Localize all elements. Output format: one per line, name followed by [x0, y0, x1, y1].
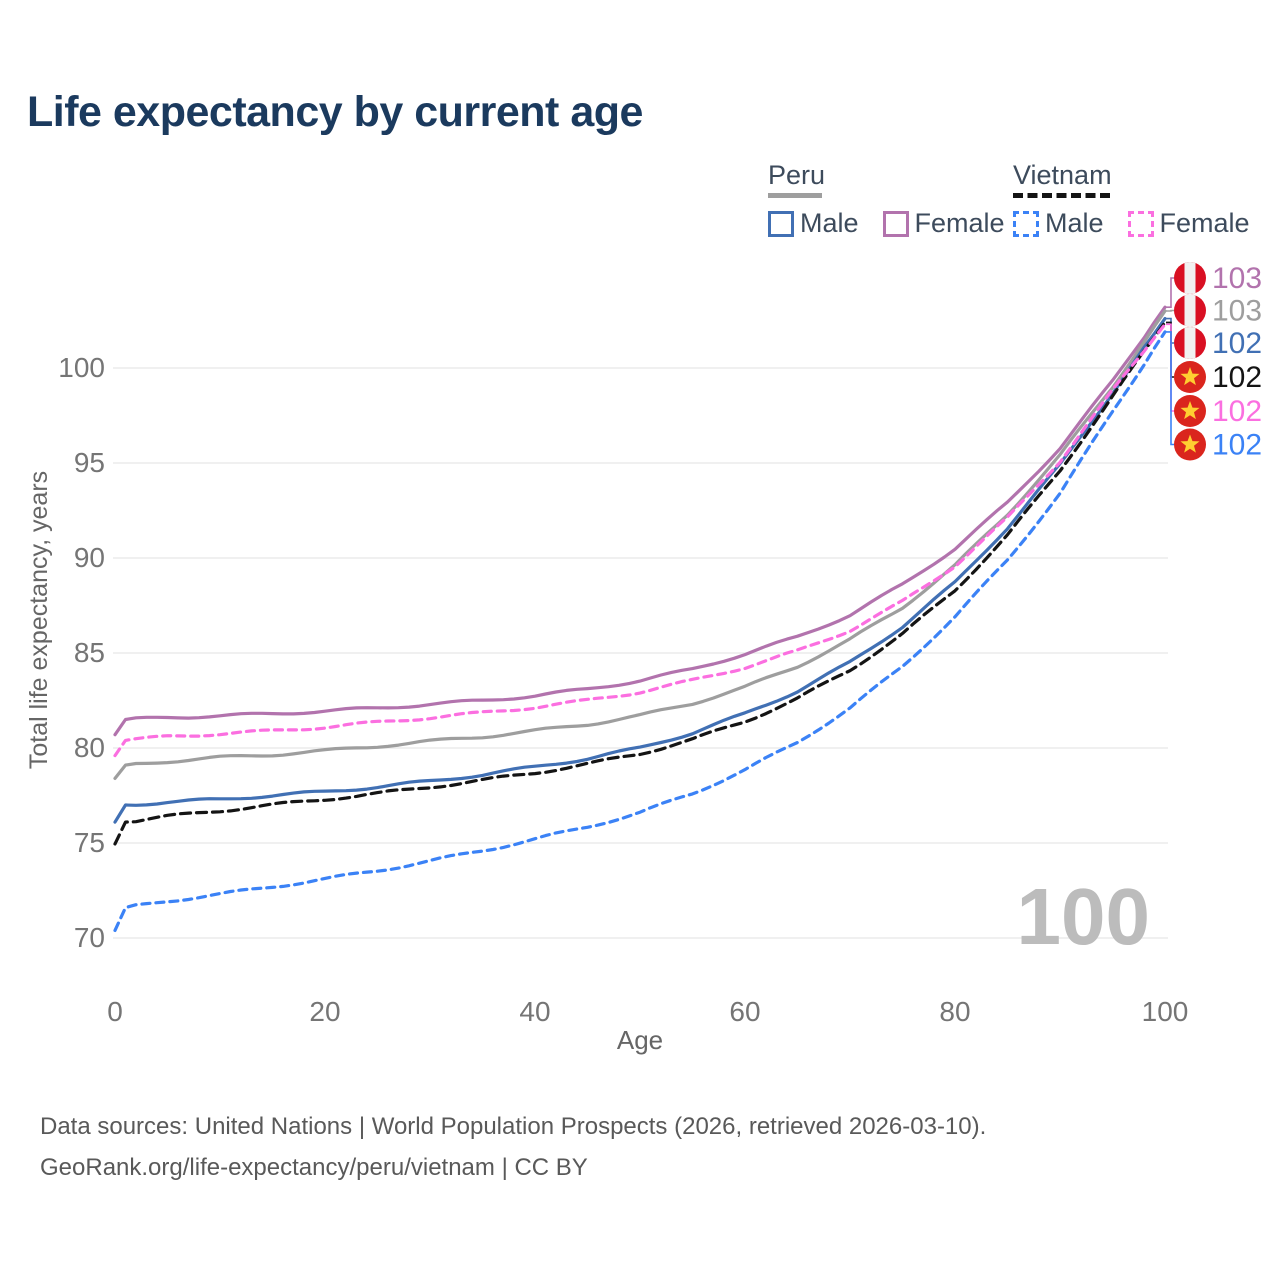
series-line-peru-total: [113, 309, 1167, 781]
y-tick-label-80: 80: [74, 732, 105, 763]
end-value-label-vietnam-total: 102: [1212, 361, 1262, 394]
x-tick-label-40: 40: [519, 996, 550, 1027]
y-tick-label-70: 70: [74, 922, 105, 953]
peru-flag-icon: [1174, 327, 1206, 359]
x-tick-label-80: 80: [939, 996, 970, 1027]
series-line-vietnam-total: [113, 320, 1167, 846]
series-line-peru-female: [113, 305, 1167, 737]
end-value-label-peru-male: 102: [1212, 327, 1262, 360]
vietnam-flag-icon: [1174, 361, 1206, 393]
series-line-vietnam-female: [113, 322, 1167, 758]
vietnam-flag-icon: [1174, 395, 1206, 427]
peru-flag-icon: [1174, 294, 1206, 327]
end-value-label-peru-total: 103: [1212, 295, 1262, 328]
footer: Data sources: United Nations | World Pop…: [40, 1106, 986, 1188]
y-tick-label-90: 90: [74, 542, 105, 573]
x-tick-label-20: 20: [309, 996, 340, 1027]
end-value-label-peru-female: 103: [1212, 262, 1262, 295]
vietnam-flag-icon: [1174, 428, 1206, 461]
series-line-vietnam-male: [113, 330, 1167, 933]
x-tick-label-0: 0: [107, 996, 123, 1027]
x-tick-label-100: 100: [1142, 996, 1189, 1027]
leader-line-peru-total: [1166, 309, 1174, 312]
leader-line-vietnam-total: [1166, 321, 1174, 378]
x-tick-label-60: 60: [729, 996, 760, 1027]
footer-data-sources: Data sources: United Nations | World Pop…: [40, 1113, 987, 1140]
x-axis-title: Age: [617, 1025, 663, 1055]
leader-line-vietnam-male: [1166, 331, 1174, 446]
leader-line-peru-female: [1166, 277, 1174, 308]
y-tick-label-75: 75: [74, 827, 105, 858]
y-tick-label-85: 85: [74, 637, 105, 668]
end-value-label-vietnam-female: 102: [1212, 395, 1262, 428]
y-axis-title: Total life expectancy, years: [25, 471, 53, 769]
page-title: Life expectancy by current age: [27, 88, 643, 136]
age-watermark: 100: [1017, 872, 1150, 961]
end-value-label-vietnam-male: 102: [1212, 429, 1262, 462]
series-line-peru-male: [113, 317, 1167, 824]
y-tick-label-100: 100: [58, 352, 105, 383]
peru-flag-icon: [1174, 262, 1206, 294]
y-tick-label-95: 95: [74, 447, 105, 478]
footer-attribution: GeoRank.org/life-expectancy/peru/vietnam…: [40, 1154, 588, 1181]
